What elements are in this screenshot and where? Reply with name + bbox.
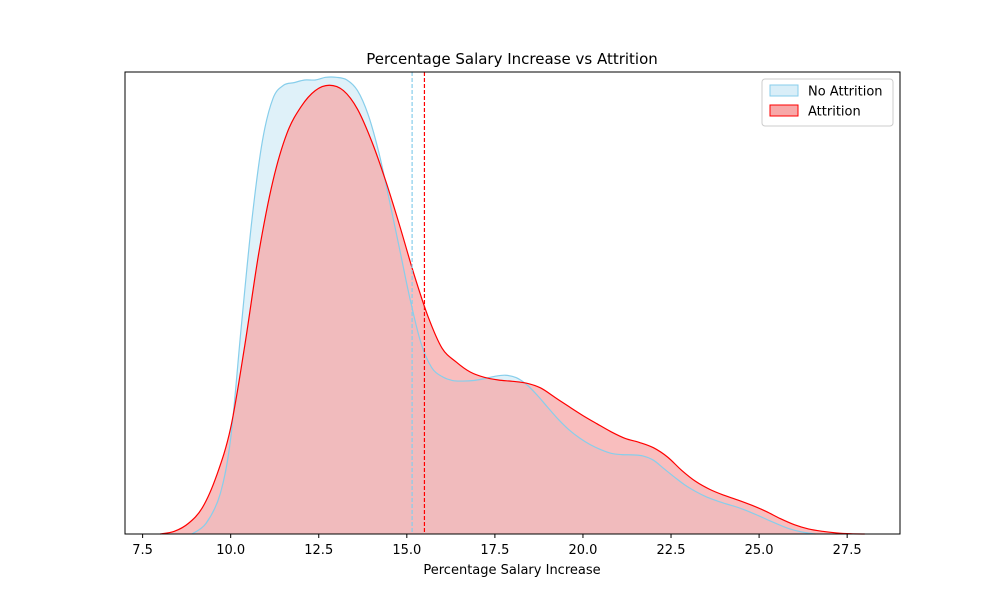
plot-area bbox=[160, 72, 865, 535]
x-tick-label: 15.0 bbox=[392, 543, 421, 558]
legend-label-attrition: Attrition bbox=[808, 105, 861, 120]
x-tick-label: 17.5 bbox=[480, 543, 509, 558]
x-tick-label: 22.5 bbox=[657, 543, 686, 558]
legend-swatch-attrition bbox=[769, 104, 799, 117]
x-axis: 7.5 10.0 12.5 15.0 17.5 20.0 22.5 25.0 27.5 bbox=[132, 534, 862, 558]
density-area-attrition bbox=[160, 85, 865, 534]
x-tick-label: 10.0 bbox=[216, 543, 245, 558]
x-axis-title: Percentage Salary Increase bbox=[423, 563, 600, 578]
legend-swatch-no-attrition bbox=[769, 84, 799, 97]
x-tick-label: 25.0 bbox=[745, 543, 774, 558]
x-tick-label: 7.5 bbox=[132, 543, 153, 558]
chart-title: Percentage Salary Increase vs Attrition bbox=[366, 50, 658, 68]
legend: No Attrition Attrition bbox=[761, 78, 894, 127]
x-tick-label: 20.0 bbox=[568, 543, 597, 558]
x-tick-label: 12.5 bbox=[304, 543, 333, 558]
density-line-no-attrition bbox=[191, 76, 816, 535]
axes-frame bbox=[124, 71, 901, 535]
x-tick-label: 27.5 bbox=[833, 543, 862, 558]
legend-label-no-attrition: No Attrition bbox=[808, 85, 883, 100]
density-line-attrition bbox=[160, 84, 865, 535]
